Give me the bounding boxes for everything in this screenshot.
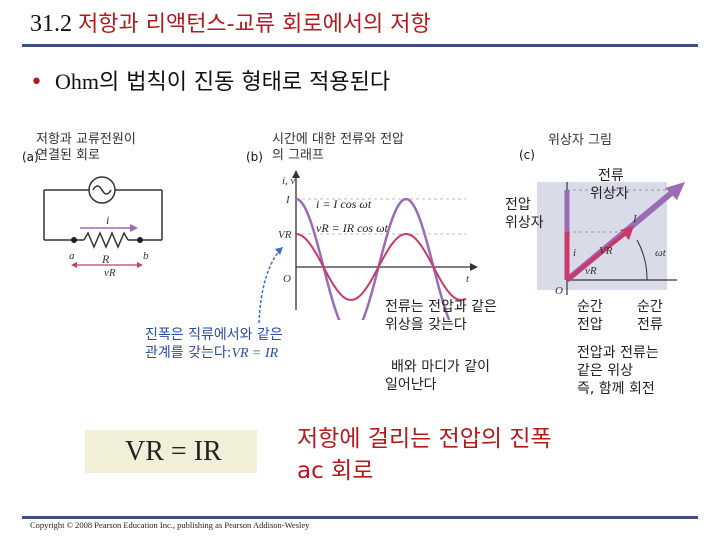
equation-box xyxy=(85,430,257,473)
phasor-panel-background xyxy=(537,182,667,290)
copyright: Copyright © 2008 Pearson Education Inc.,… xyxy=(30,520,310,530)
equation-text: VR = IR xyxy=(125,436,222,467)
voltage-bracket-left-icon xyxy=(71,262,77,268)
peaks-together-note: 배와 마디가 같이 일어난다 xyxy=(385,359,491,393)
circuit-diagram: i a b R vR xyxy=(43,176,163,279)
bottom-rule xyxy=(22,516,698,519)
amplitude-pointer xyxy=(258,247,283,324)
amplitude-note: 진폭은 직류에서와 같은 관계를 갖는다:VR = IR xyxy=(145,327,283,361)
axis-y-arrow-icon xyxy=(292,170,300,178)
panel-a-caption-line1: 저항과 교류전원이 xyxy=(36,132,136,147)
axis-label-t: t xyxy=(466,273,470,285)
axis-label-iv: i, v xyxy=(282,175,296,187)
label-R: R xyxy=(101,252,110,266)
bullet-dot-icon: • xyxy=(30,70,43,95)
top-rule xyxy=(22,44,698,47)
angle-arc xyxy=(636,239,648,281)
panel-b-tag: (b) xyxy=(246,150,263,164)
same-phase-note: 전류는 전압과 같은 위상을 갖는다 xyxy=(385,299,497,333)
panel-b-caption-line2: 의 그래프 xyxy=(272,148,324,163)
panel-a-caption-line2: 연결된 회로 xyxy=(36,148,100,163)
eq-current: i = I cos ωt xyxy=(316,197,372,211)
panel-c-caption: 위상자 그림 xyxy=(548,133,612,148)
panel-c-tag: (c) xyxy=(519,148,535,162)
label-phasor-i: i xyxy=(573,247,576,259)
label-a: a xyxy=(69,250,75,262)
terminal-a xyxy=(71,237,77,243)
instant-voltage-note: 순간 전압 xyxy=(577,299,603,333)
panel-b-caption: 시간에 대한 전류와 전압 의 그래프 xyxy=(272,132,404,164)
panel-a-tag: (a) xyxy=(22,150,39,164)
headline-line2: ac 회로 xyxy=(297,458,374,484)
title-number: 31.2 xyxy=(30,11,72,37)
label-omega-t: ωt xyxy=(655,247,667,259)
panel-b-caption-line1: 시간에 대한 전류와 전압 xyxy=(272,132,404,147)
terminal-b xyxy=(137,237,143,243)
eq-voltage: vR = IR cos ωt xyxy=(316,221,389,235)
bullet-text-en: Ohm xyxy=(54,69,99,94)
label-phasor-vR: vR xyxy=(585,265,597,277)
label-vR: vR xyxy=(104,267,116,279)
slide-title: 31.2 저항과 리액턴스-교류 회로에서의 저항 xyxy=(30,6,431,38)
label-phasor-I: I xyxy=(632,213,638,225)
dotted-pointer-head-icon xyxy=(275,247,283,255)
title-text: 저항과 리액턴스-교류 회로에서의 저항 xyxy=(78,12,431,37)
axis-label-o: O xyxy=(283,273,291,285)
current-phasor-note: 전류 위상자 xyxy=(590,168,629,202)
rotate-together-note: 전압과 전류는 같은 위상 즉, 함께 회전 xyxy=(577,345,659,397)
label-i: i xyxy=(106,213,109,227)
label-phasor-o: O xyxy=(555,285,563,297)
axis-t-arrow-icon xyxy=(470,263,478,271)
current-phasor-head-icon xyxy=(665,182,685,200)
label-VR: VR xyxy=(278,229,292,241)
label-b: b xyxy=(143,250,149,262)
phasor-diagram: I VR ωt i vR O xyxy=(555,182,685,297)
label-I: I xyxy=(285,194,291,206)
dotted-pointer-line xyxy=(258,250,280,324)
voltage-phasor-note: 전압 위상자 xyxy=(505,197,544,231)
label-phasor-VR: VR xyxy=(599,245,613,257)
resistor-icon xyxy=(83,231,129,249)
waveform-graph: i, v O t I VR i = I cos ωt vR = IR cos ω… xyxy=(278,170,478,320)
bullet-text-kr: 의 법칙이 진동 형태로 적용된다 xyxy=(98,70,391,95)
instant-current-note: 순간 전류 xyxy=(637,299,663,333)
voltage-phasor-head-icon xyxy=(620,226,634,240)
sine-symbol-icon xyxy=(92,185,112,195)
current-arrow-head-icon xyxy=(130,224,138,232)
voltage-bracket-right-icon xyxy=(137,262,143,268)
headline-line1: 저항에 걸리는 전압의 진폭 xyxy=(297,426,552,452)
bullet-point: • Ohm의 법칙이 진동 형태로 적용된다 xyxy=(30,64,390,96)
voltage-curve xyxy=(295,232,467,301)
panel-a-caption: 저항과 교류전원이 연결된 회로 xyxy=(36,132,136,164)
voltage-phasor xyxy=(565,230,629,282)
headline: 저항에 걸리는 전압의 진폭 ac 회로 xyxy=(297,423,552,487)
